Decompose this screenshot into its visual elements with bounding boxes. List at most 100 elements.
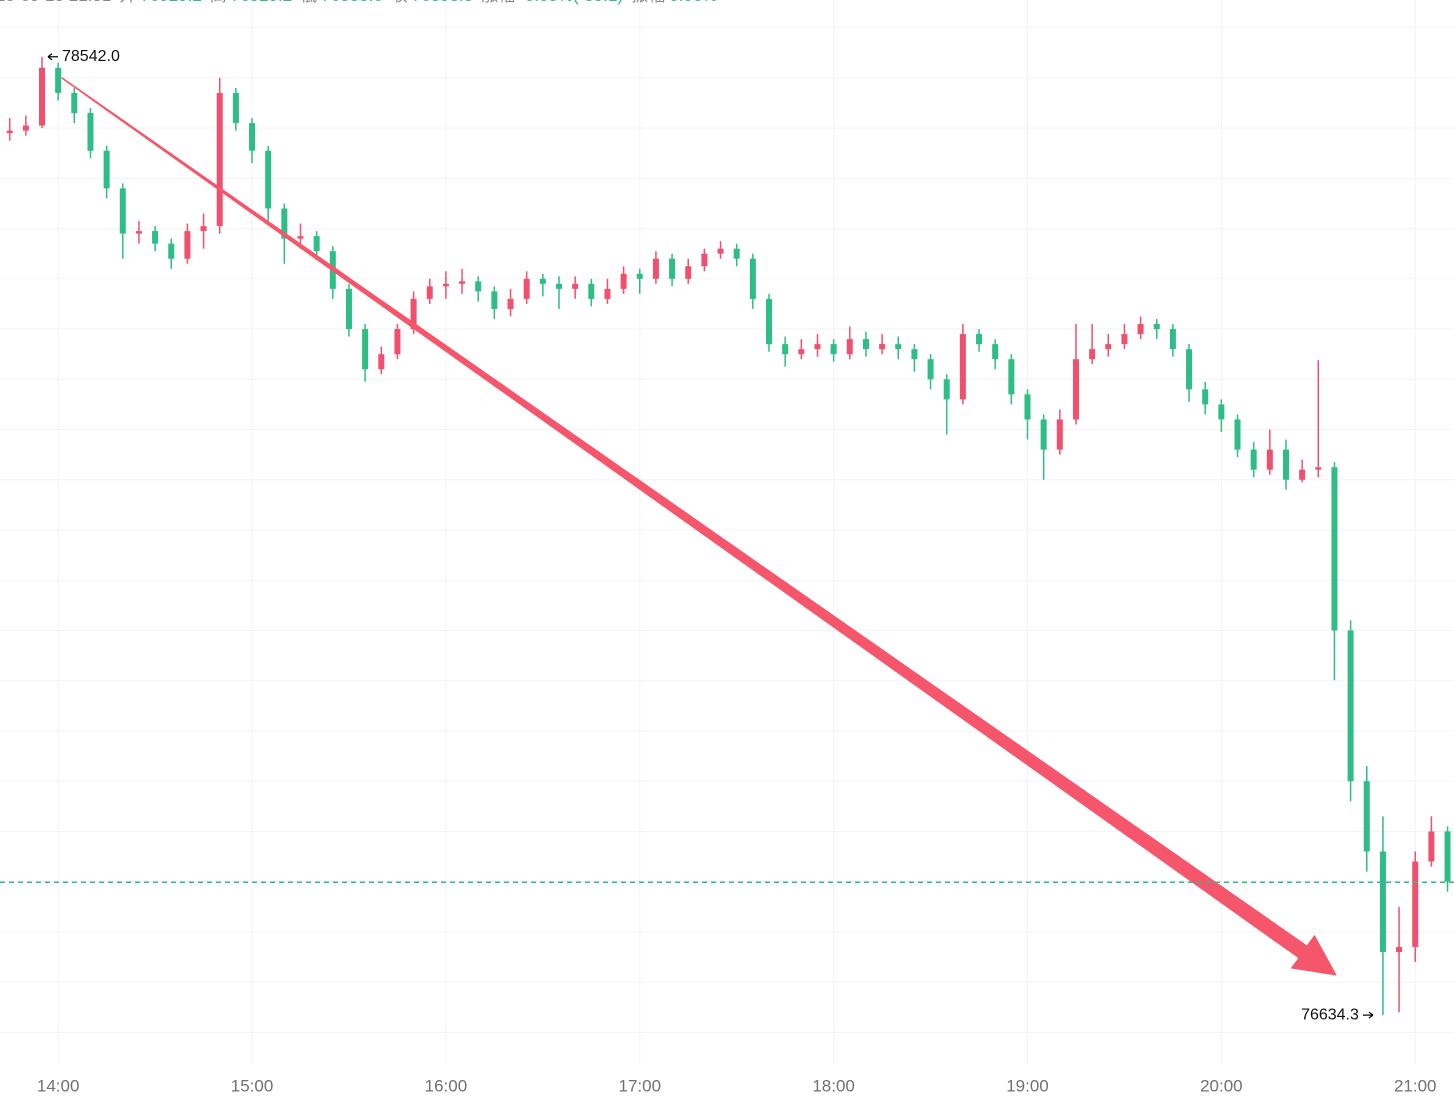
candle-body [555, 283, 562, 289]
candle-body [652, 258, 659, 279]
overlay: 78542.0 76634.3 [0, 48, 1454, 1023]
candle-body [1379, 851, 1386, 952]
candle-body [426, 286, 433, 299]
annotation-arrowhead [47, 53, 53, 61]
header-value: 76888.6 [321, 0, 382, 5]
x-tick-label: 17:00 [618, 1076, 661, 1095]
header-label: 开 [119, 0, 136, 5]
header-label: 涨幅 [481, 0, 515, 5]
candle-body [895, 344, 902, 350]
candle-body [39, 67, 46, 126]
candle-body [1234, 419, 1241, 450]
candle-body [1218, 404, 1225, 420]
candle-body [491, 291, 498, 309]
candle-body [814, 344, 821, 350]
candle-body [1428, 831, 1435, 862]
candle-body [1186, 349, 1193, 390]
annotation-label: 78542.0 [62, 48, 120, 65]
candle-body [313, 236, 320, 252]
candle-body [22, 125, 29, 131]
candle-body [669, 258, 676, 279]
candle-body [1299, 469, 1306, 480]
candle-body [1363, 781, 1370, 852]
candle-body [620, 273, 627, 289]
candle-body [200, 226, 207, 232]
x-tick-label: 19:00 [1006, 1076, 1049, 1095]
candle-body [1315, 467, 1322, 470]
candle-body [572, 283, 579, 289]
candle-body [782, 344, 789, 355]
candle-body [636, 273, 643, 279]
candle-body [685, 266, 692, 279]
candle-body [345, 288, 352, 330]
candle-body [362, 329, 369, 370]
candle-body [135, 231, 142, 234]
candle-body [1024, 394, 1031, 420]
header-label: 低 [300, 0, 317, 5]
candles [6, 56, 1451, 1016]
candle-body [798, 349, 805, 355]
x-tick-label: 15:00 [231, 1076, 274, 1095]
candle-body [507, 298, 514, 309]
candle-body [1347, 630, 1354, 782]
trend-arrow [61, 77, 1337, 976]
candle-body [249, 123, 256, 151]
header-value: 0.06% [669, 0, 717, 5]
header-label: 收 [391, 0, 408, 5]
candle-body [1169, 329, 1176, 350]
candle-body [378, 354, 385, 370]
candle-body [232, 92, 239, 124]
candle-body [152, 231, 159, 244]
candle-body [943, 379, 950, 400]
x-tick-label: 21:00 [1394, 1076, 1437, 1095]
candle-body [1153, 324, 1160, 330]
candle-body [103, 150, 110, 189]
x-tick-label: 18:00 [812, 1076, 855, 1095]
header-value: -0.05%(-39.1) [519, 0, 623, 5]
candle-body [55, 67, 62, 93]
candle-body [475, 281, 482, 292]
candle-body [588, 283, 595, 299]
candle-body [862, 339, 869, 350]
candle-body [523, 278, 530, 299]
candle-body [87, 113, 94, 151]
x-tick-label: 14:00 [37, 1076, 80, 1095]
candle-body [6, 130, 13, 134]
candle-body [733, 248, 740, 259]
candle-body [71, 92, 78, 114]
annotation-label: 76634.3 [1301, 1006, 1359, 1023]
candle-body [184, 231, 191, 259]
candle-body [539, 278, 546, 284]
candle-body [1121, 334, 1128, 345]
candle-body [1250, 449, 1257, 470]
candle-body [830, 344, 837, 355]
candle-body [959, 334, 966, 400]
candle-body [911, 349, 918, 360]
header-value: 76929.2 [231, 0, 292, 5]
header-value: 76929.2 [140, 0, 201, 5]
header: 25-09-18 21:31 开 76929.2 高 76929.2 低 76888.6 收7… [0, 0, 717, 5]
candle-body [1137, 324, 1144, 335]
candle-body [1444, 831, 1451, 882]
header-date: 25-09-18 21:31 [0, 0, 111, 5]
candle-body [1056, 419, 1063, 450]
candle-body [442, 283, 449, 287]
candle-body [410, 298, 417, 330]
candle-body [749, 258, 756, 299]
candle-body [927, 359, 934, 380]
candle-body [976, 334, 983, 345]
grid [0, 0, 1454, 1065]
candle-body [1202, 389, 1209, 405]
candle-body [281, 208, 288, 239]
candle-body [1072, 359, 1079, 420]
candle-body [1266, 449, 1273, 470]
candle-body [1008, 359, 1015, 395]
candle-body [846, 339, 853, 355]
candle-body [604, 288, 611, 299]
candle-body [297, 236, 304, 239]
candle-body [1412, 861, 1419, 947]
annotation-arrowhead [1368, 1011, 1374, 1019]
